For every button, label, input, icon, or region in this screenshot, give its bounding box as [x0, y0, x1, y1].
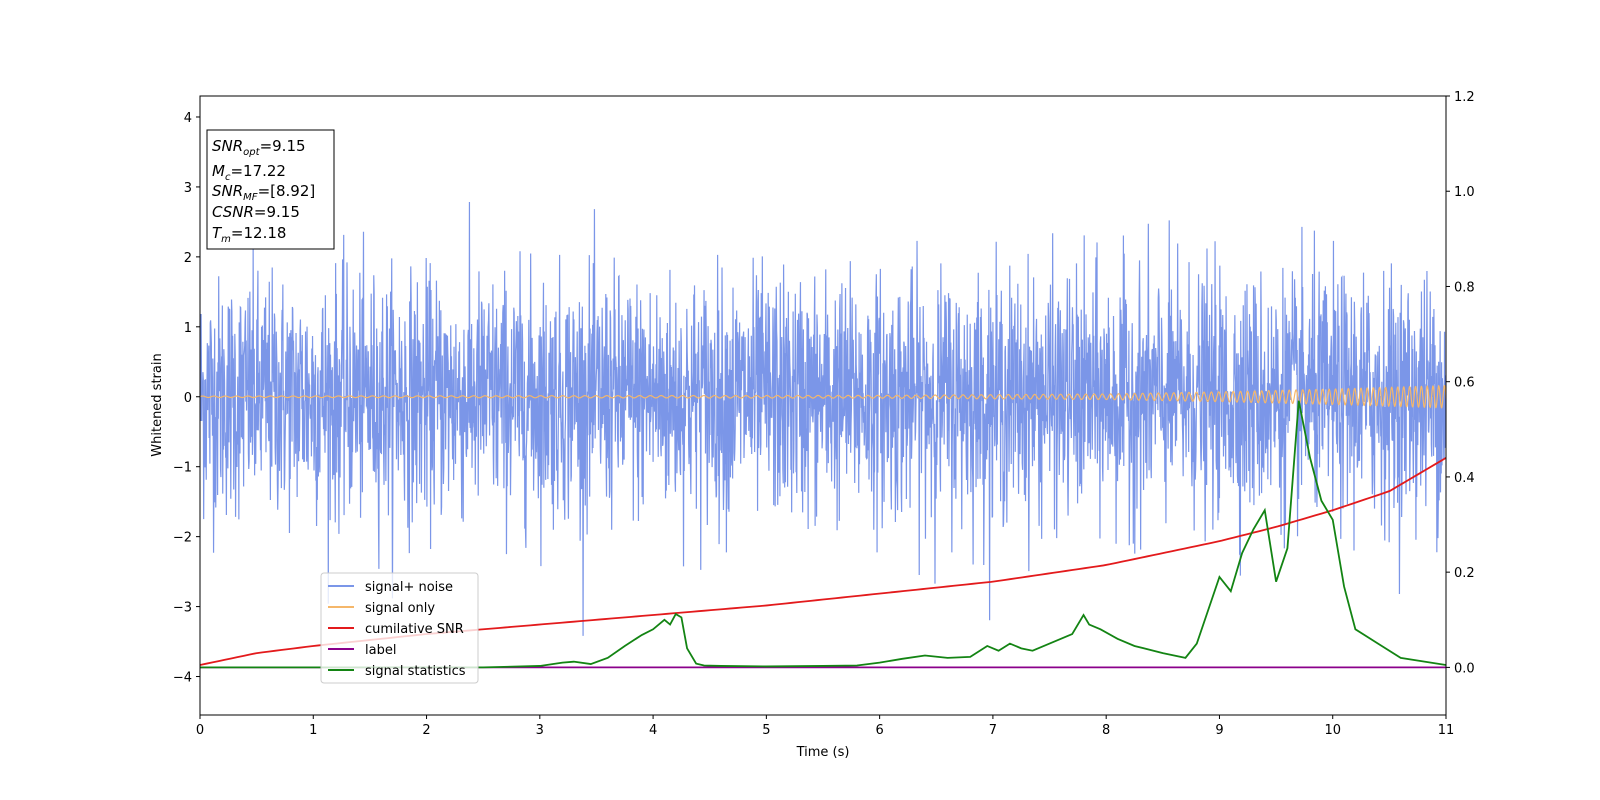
- x-tick-label: 8: [1102, 723, 1110, 738]
- y-left-tick-label: 1: [184, 321, 192, 336]
- annotation-symbol: M: [212, 162, 225, 180]
- y-left-tick-label: −3: [173, 601, 192, 616]
- stats-annotation-box: SNRopt=9.15Mc=17.22SNRMF=[8.92]CSNR=9.15…: [206, 129, 335, 250]
- annotation-symbol: T: [212, 224, 223, 242]
- x-tick-label: 11: [1438, 723, 1455, 738]
- legend: signal+ noise signal only cumilative SNR la…: [320, 572, 479, 684]
- y-left-tick-label: −2: [173, 531, 192, 546]
- annotation-line: SNRMF=[8.92]: [212, 182, 315, 203]
- y-left-tick-label: 0: [184, 391, 192, 406]
- y-right-tick-label: 1.2: [1454, 90, 1475, 105]
- annotation-line: CSNR=9.15: [212, 203, 300, 221]
- x-tick-label: 1: [309, 723, 317, 738]
- y-right-tick-label: 0.4: [1454, 471, 1475, 486]
- y-left-tick-label: 2: [184, 251, 192, 266]
- legend-label: label: [365, 643, 396, 658]
- y-left-tick-label: −1: [173, 461, 192, 476]
- series-signal-only-line: [200, 384, 1446, 409]
- series-signal-statistics-line: [200, 400, 1446, 669]
- x-tick-label: 10: [1324, 723, 1341, 738]
- legend-label: signal+ noise: [365, 580, 453, 595]
- annotation-symbol: SNR: [212, 182, 243, 200]
- x-tick-label: 3: [536, 723, 544, 738]
- annotation-value: =9.15: [254, 203, 300, 221]
- plot-frame: [199, 95, 1447, 716]
- y-axis-label: Whitened strain: [150, 353, 165, 456]
- annotation-subscript: opt: [243, 147, 260, 158]
- y-axis-right: 0.0 0.2 0.4 0.6 0.8 1.0 1.2: [1446, 90, 1475, 676]
- legend-frame: [320, 572, 479, 684]
- y-right-tick-label: 0.6: [1454, 376, 1475, 391]
- y-left-tick-label: 3: [184, 181, 192, 196]
- annotation-subscript: c: [225, 172, 231, 183]
- y-left-tick-label: 4: [184, 111, 192, 126]
- y-left-tick-label: −4: [173, 671, 192, 686]
- y-right-tick-label: 0.2: [1454, 566, 1475, 581]
- annotation-symbol: CSNR: [212, 203, 254, 221]
- x-tick-label: 0: [196, 723, 204, 738]
- x-tick-label: 5: [762, 723, 770, 738]
- annotation-line: SNRopt=9.15: [212, 137, 306, 158]
- x-axis: 0 1 2 3 4 5 6 7 8 9 10 11: [196, 715, 1454, 738]
- annotation-line: Mc=17.22: [212, 162, 286, 183]
- series-signal-noise-line: [200, 202, 1446, 636]
- annotation-subscript: m: [221, 234, 231, 245]
- annotation-value: =12.18: [231, 224, 287, 242]
- x-tick-label: 4: [649, 723, 657, 738]
- y-right-tick-label: 0.0: [1454, 661, 1475, 676]
- annotation-value: =9.15: [260, 137, 306, 155]
- legend-label: cumilative SNR: [365, 622, 464, 637]
- x-tick-label: 2: [422, 723, 430, 738]
- y-right-tick-label: 1.0: [1454, 185, 1475, 200]
- y-axis-left: −4 −3 −2 −1 0 1 2 3 4: [173, 111, 200, 686]
- annotation-symbol: SNR: [212, 137, 243, 155]
- annotation-subscript: MF: [243, 192, 258, 203]
- y-right-tick-label: 0.8: [1454, 280, 1475, 295]
- annotation-frame: [206, 129, 335, 250]
- x-tick-label: 7: [989, 723, 997, 738]
- legend-label: signal only: [365, 601, 435, 616]
- annotation-value: =[8.92]: [258, 182, 316, 200]
- legend-label: signal statistics: [365, 664, 466, 679]
- x-tick-label: 9: [1215, 723, 1223, 738]
- annotation-line: Tm=12.18: [212, 224, 286, 245]
- annotation-value: =17.22: [230, 162, 286, 180]
- x-axis-label: Time (s): [796, 745, 850, 760]
- x-tick-label: 6: [875, 723, 883, 738]
